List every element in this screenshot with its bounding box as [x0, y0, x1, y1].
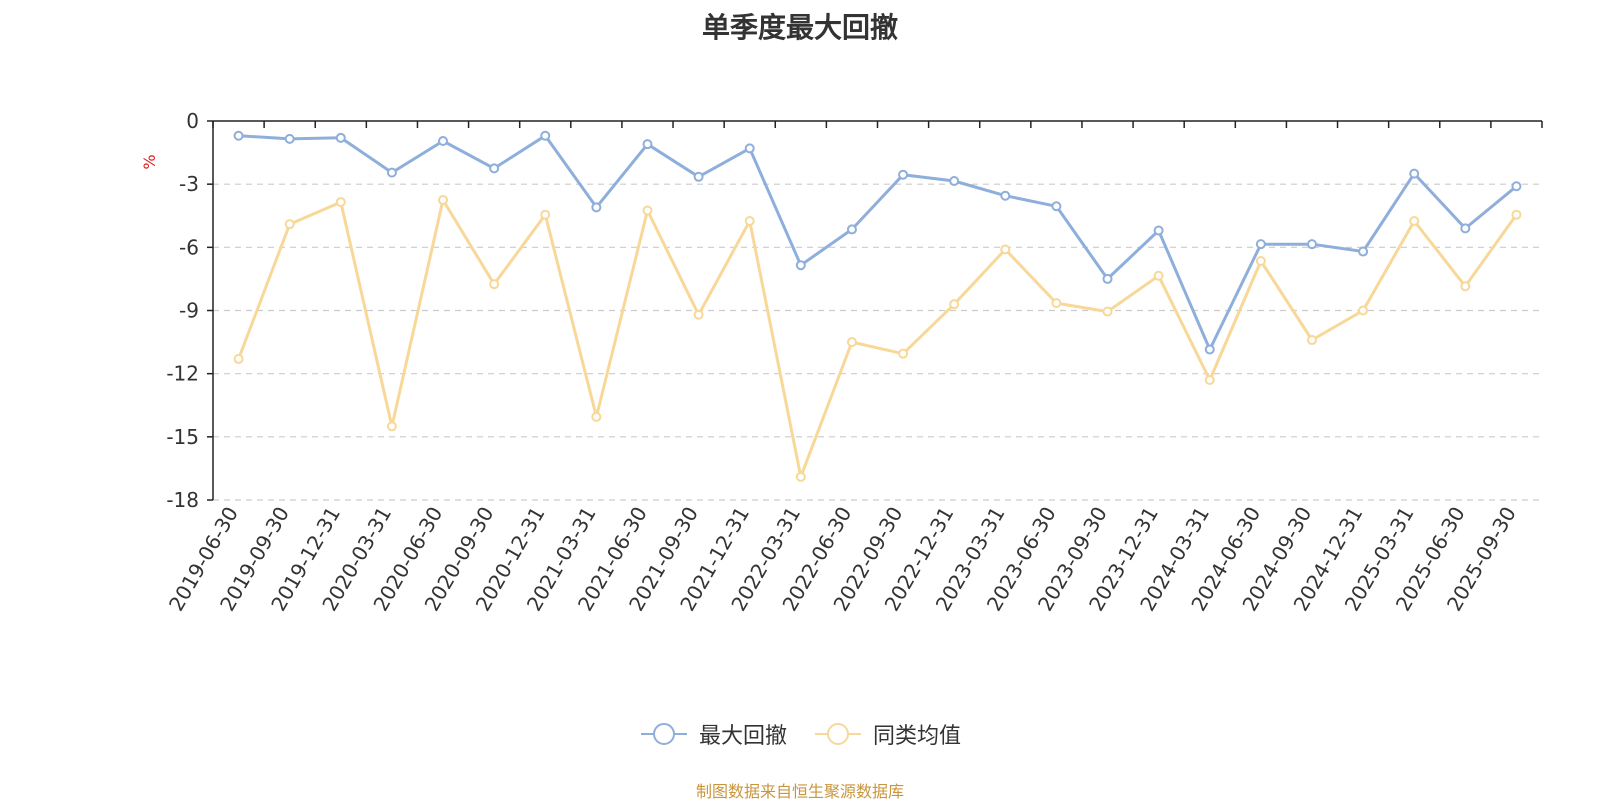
y-axis-unit-label: %	[140, 154, 159, 169]
series-line-2	[237, 198, 1518, 479]
data-point-series-2	[1255, 256, 1266, 267]
data-point-series-2	[1409, 216, 1420, 227]
data-point-series-2	[335, 197, 346, 208]
data-point-series-1	[438, 136, 449, 147]
data-point-series-1	[744, 143, 755, 154]
legend-marker-icon	[815, 723, 861, 745]
data-point-series-1	[795, 260, 806, 271]
legend-label: 同类均值	[873, 724, 962, 749]
data-point-series-2	[1102, 306, 1113, 317]
data-point-series-1	[540, 130, 551, 141]
data-point-series-1	[1460, 223, 1471, 234]
chart-title: 单季度最大回撤	[701, 11, 898, 44]
data-point-series-1	[386, 167, 397, 178]
data-point-series-1	[284, 133, 295, 144]
axis-layer: 0-3-6-9-12-15-182019-06-302019-09-302019…	[164, 109, 1543, 615]
data-point-series-2	[1306, 334, 1317, 345]
y-tick-label: -3	[179, 172, 199, 196]
source-note: 制图数据来自恒生聚源数据库	[695, 782, 904, 801]
data-point-series-2	[744, 216, 755, 227]
grid-layer	[213, 183, 1542, 501]
legend-marker-circle	[827, 723, 849, 745]
data-point-series-2	[386, 421, 397, 432]
y-tick-label: -6	[179, 235, 199, 259]
legend-label: 最大回撤	[698, 724, 787, 749]
y-tick-label: -15	[166, 425, 199, 449]
data-point-series-1	[1358, 246, 1369, 257]
data-point-series-2	[1000, 244, 1011, 255]
data-point-series-1	[233, 130, 244, 141]
data-point-series-1	[489, 163, 500, 174]
legend-item-1[interactable]: 最大回撤	[639, 718, 787, 750]
y-tick-label: -9	[179, 299, 199, 323]
data-point-series-2	[898, 348, 909, 359]
data-point-series-1	[1511, 181, 1522, 192]
data-point-series-2	[1051, 298, 1062, 309]
legend-item-2[interactable]: 同类均值	[813, 718, 961, 750]
data-point-series-1	[1204, 344, 1215, 355]
data-point-series-2	[1511, 209, 1522, 220]
data-point-series-2	[1358, 305, 1369, 316]
data-point-series-1	[1255, 239, 1266, 250]
data-point-series-1	[1306, 239, 1317, 250]
data-point-series-2	[438, 194, 449, 205]
data-point-series-2	[1204, 374, 1215, 385]
series-layer	[233, 130, 1522, 482]
data-point-series-2	[795, 471, 806, 482]
legend-marker-icon	[640, 723, 687, 745]
y-tick-label: -12	[166, 362, 199, 386]
data-point-series-1	[949, 176, 960, 187]
data-point-series-2	[1153, 270, 1164, 281]
data-point-series-1	[335, 132, 346, 143]
data-point-series-2	[540, 209, 551, 220]
data-point-series-1	[693, 171, 704, 182]
legend-marker-circle	[652, 723, 675, 745]
data-point-series-2	[489, 279, 500, 290]
data-point-series-2	[1460, 281, 1471, 292]
data-point-series-1	[1000, 190, 1011, 201]
data-point-series-2	[591, 411, 602, 422]
legend: 最大回撤 同类均值	[0, 718, 1600, 750]
data-point-series-1	[898, 169, 909, 180]
data-point-series-1	[1409, 168, 1420, 179]
data-point-series-1	[591, 202, 602, 213]
y-tick-label: 0	[186, 109, 199, 133]
data-point-series-1	[1153, 225, 1164, 236]
data-point-series-1	[846, 224, 857, 235]
series-line-1	[238, 134, 1518, 351]
data-point-series-2	[846, 337, 857, 348]
y-tick-label: -18	[166, 488, 199, 512]
data-point-series-2	[693, 309, 704, 320]
data-point-series-2	[949, 299, 960, 310]
data-point-series-1	[642, 139, 653, 150]
data-point-series-2	[233, 353, 244, 364]
data-point-series-2	[642, 205, 653, 216]
data-point-series-1	[1102, 273, 1113, 284]
data-point-series-1	[1051, 201, 1062, 212]
data-point-series-2	[284, 219, 295, 230]
